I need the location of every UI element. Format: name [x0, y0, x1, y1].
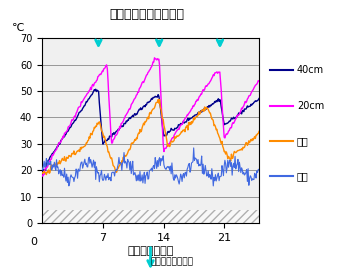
Text: 図１　堆肥の温度変化: 図１ 堆肥の温度変化 — [110, 8, 184, 21]
Text: 0: 0 — [30, 237, 37, 247]
Text: 40cm: 40cm — [297, 65, 324, 75]
Text: ℃: ℃ — [12, 23, 24, 33]
Text: 20cm: 20cm — [297, 101, 324, 110]
X-axis label: 経　過　日　数: 経 過 日 数 — [127, 246, 174, 255]
Bar — [42, 210, 259, 223]
Text: 表面: 表面 — [297, 136, 309, 146]
Text: 検査及び切り返し: 検査及び切り返し — [150, 258, 194, 267]
Text: 気温: 気温 — [297, 171, 309, 181]
